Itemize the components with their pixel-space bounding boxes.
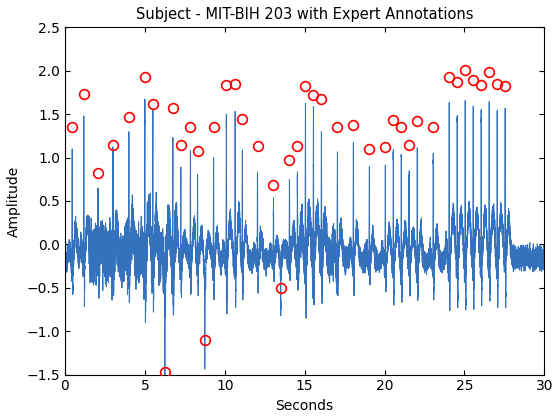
Y-axis label: Amplitude: Amplitude	[7, 165, 21, 236]
X-axis label: Seconds: Seconds	[276, 399, 334, 413]
Title: Subject - MIT-BIH 203 with Expert Annotations: Subject - MIT-BIH 203 with Expert Annota…	[136, 7, 473, 22]
